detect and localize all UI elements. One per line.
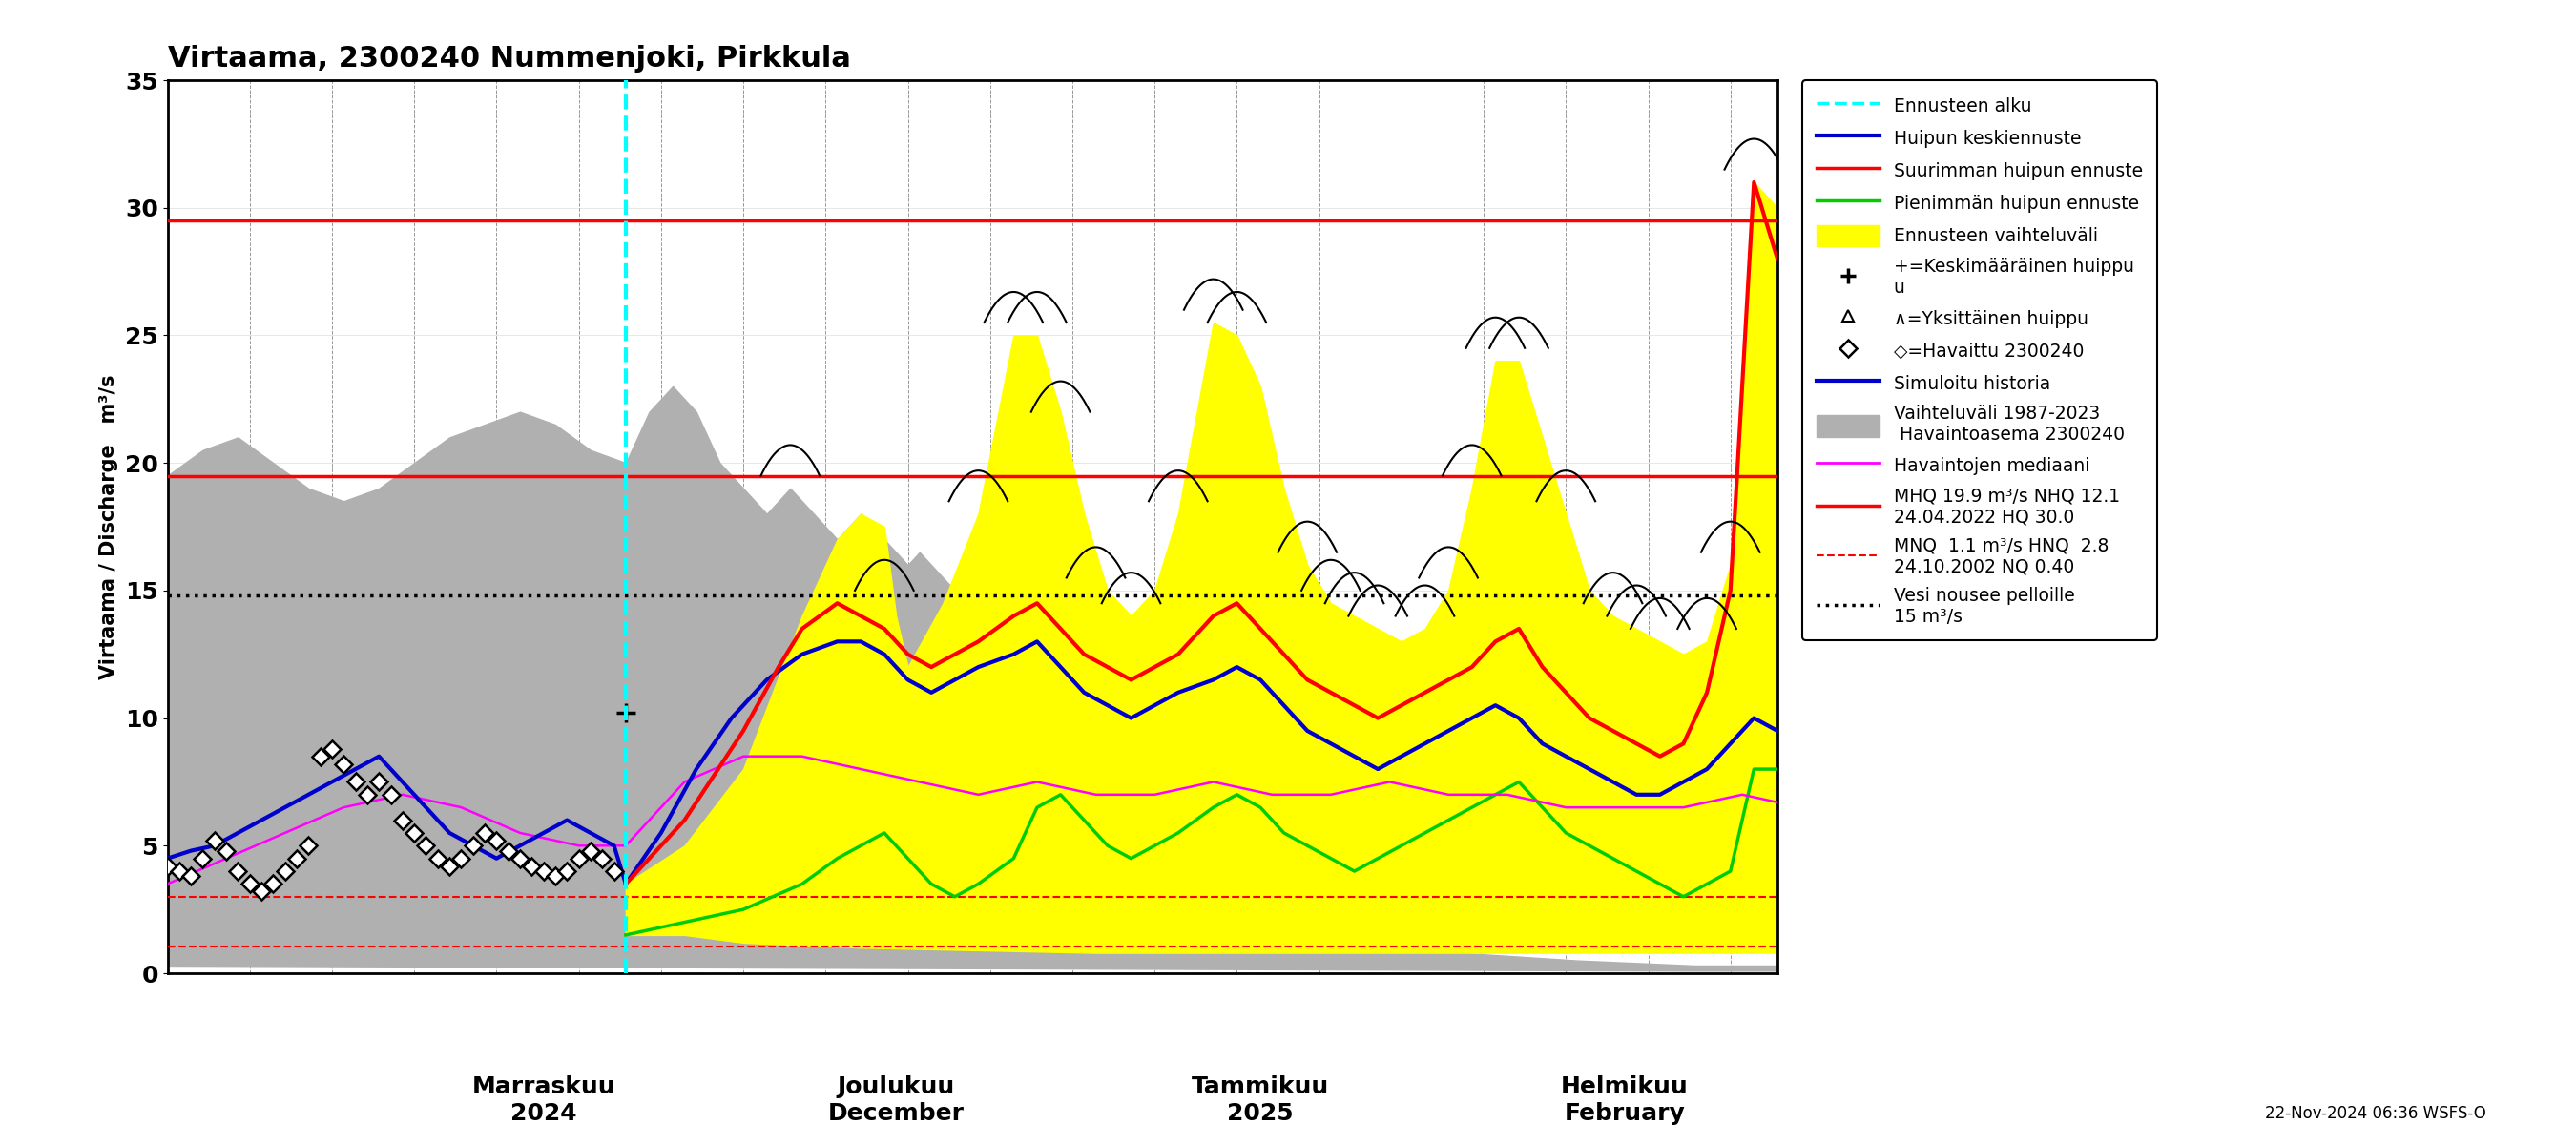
Y-axis label: Virtaama / Discharge   m³/s: Virtaama / Discharge m³/s (98, 374, 118, 679)
Text: Helmikuu
February: Helmikuu February (1561, 1075, 1687, 1124)
Text: Tammikuu
2025: Tammikuu 2025 (1193, 1075, 1329, 1124)
Text: 22-Nov-2024 06:36 WSFS-O: 22-Nov-2024 06:36 WSFS-O (2264, 1105, 2486, 1122)
Text: Virtaama, 2300240 Nummenjoki, Pirkkula: Virtaama, 2300240 Nummenjoki, Pirkkula (167, 45, 850, 72)
Legend: Ennusteen alku, Huipun keskiennuste, Suurimman huipun ennuste, Pienimmän huipun : Ennusteen alku, Huipun keskiennuste, Suu… (1803, 80, 2156, 640)
Text: Marraskuu
2024: Marraskuu 2024 (471, 1075, 616, 1124)
Text: Joulukuu
December: Joulukuu December (827, 1075, 963, 1124)
